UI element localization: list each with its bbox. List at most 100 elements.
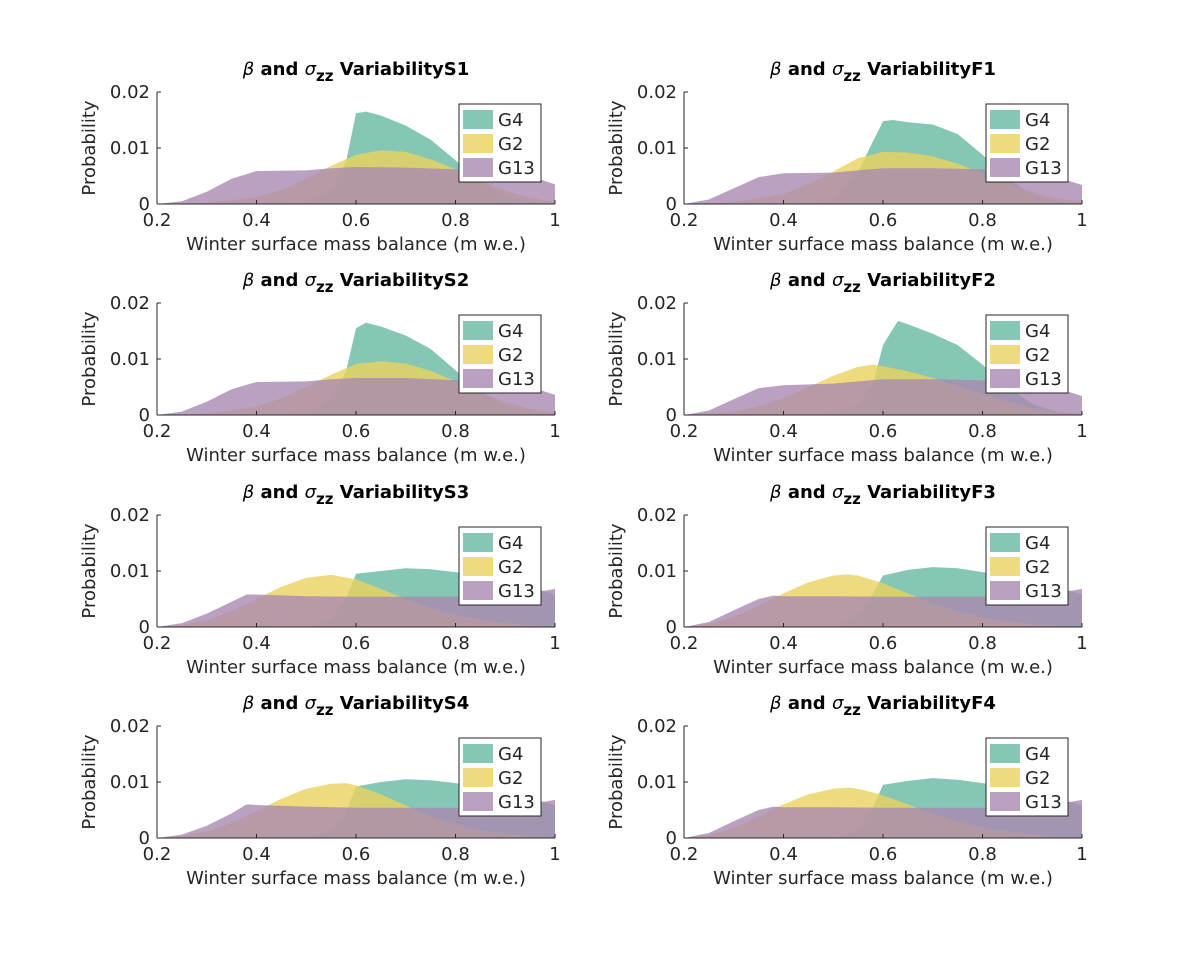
x-tick-label: 0.8 [441,844,470,865]
legend-label-g13: G13 [1025,581,1062,602]
legend: G4 G2 G13 [985,526,1069,606]
y-tick-label: 0.02 [637,82,677,103]
legend-swatch-g13 [990,369,1020,388]
legend-label-g4: G4 [1025,744,1050,765]
legend-label-g13: G13 [1025,158,1062,179]
y-tick-label: 0 [666,405,677,426]
legend-swatch-g13 [990,158,1020,177]
x-tick-label: 1 [549,421,560,442]
x-tick-label: 0.8 [968,844,997,865]
y-tick-label: 0.02 [637,293,677,314]
series-area-g13 [157,588,555,627]
y-axis-label: Probability [79,523,100,618]
legend-swatch-g4 [990,110,1020,129]
y-tick-label: 0 [666,617,677,638]
x-tick-label: 0.6 [869,844,898,865]
x-axis-label: Winter surface mass balance (m w.e.) [713,657,1053,678]
subplot-5: 0.2 0.4 0.6 0.8 1 0 0.01 0.02 Winter surface mas… [79,482,561,678]
subplot-2: 0.2 0.4 0.6 0.8 1 0 0.01 0.02 Winter surface mas… [606,59,1088,255]
x-tick-label: 0.4 [242,210,271,231]
x-tick-label: 0.4 [242,633,271,654]
x-tick-label: 0.4 [242,421,271,442]
y-tick-label: 0 [666,194,677,215]
y-tick-label: 0.02 [110,293,150,314]
x-tick-label: 0.6 [869,210,898,231]
y-tick-label: 0.01 [110,561,150,582]
legend-swatch-g2 [463,134,493,153]
legend: G4 G2 G13 [458,314,542,394]
legend-label-g13: G13 [498,158,535,179]
x-axis-label: Winter surface mass balance (m w.e.) [186,234,526,255]
x-tick-label: 0.2 [670,844,699,865]
legend-label-g4: G4 [1025,533,1050,554]
legend-swatch-g4 [990,533,1020,552]
legend-label-g4: G4 [498,533,523,554]
legend-swatch-g13 [463,158,493,177]
x-tick-label: 0.2 [670,633,699,654]
series-area-g13 [157,378,555,415]
x-tick-label: 0.8 [968,210,997,231]
x-tick-label: 1 [1076,421,1087,442]
legend-swatch-g4 [463,321,493,340]
y-axis-label: Probability [606,734,627,829]
legend-swatch-g2 [990,557,1020,576]
y-axis-label: Probability [606,311,627,406]
y-tick-label: 0 [139,828,150,849]
x-tick-label: 0.4 [242,844,271,865]
legend-swatch-g2 [463,557,493,576]
x-tick-label: 0.4 [769,421,798,442]
x-axis-label: Winter surface mass balance (m w.e.) [713,234,1053,255]
legend-swatch-g13 [990,792,1020,811]
x-tick-label: 1 [549,633,560,654]
y-tick-label: 0.01 [637,772,677,793]
series-area-g13 [684,799,1082,838]
y-tick-label: 0 [139,405,150,426]
y-tick-label: 0.01 [110,349,150,370]
x-tick-label: 0.2 [143,633,172,654]
legend-label-g13: G13 [498,792,535,813]
series-area-g13 [684,588,1082,627]
series-areas [157,568,555,627]
subplot-3: 0.2 0.4 0.6 0.8 1 0 0.01 0.02 Winter surface mas… [79,270,561,466]
y-axis-label: Probability [606,100,627,195]
y-tick-label: 0 [139,194,150,215]
x-tick-label: 0.2 [143,421,172,442]
x-axis-label: Winter surface mass balance (m w.e.) [186,868,526,889]
x-axis-label: Winter surface mass balance (m w.e.) [186,445,526,466]
legend-swatch-g13 [463,581,493,600]
legend-label-g4: G4 [1025,321,1050,342]
legend-label-g4: G4 [498,744,523,765]
legend-label-g2: G2 [498,768,523,789]
series-areas [684,567,1082,627]
series-area-g13 [684,168,1082,204]
legend-label-g2: G2 [1025,134,1050,155]
x-tick-label: 0.8 [441,633,470,654]
legend-label-g2: G2 [1025,768,1050,789]
chart-title: β and σzz VariabilityS4 [242,693,470,719]
y-tick-label: 0.01 [637,349,677,370]
series-areas [684,120,1082,204]
legend: G4 G2 G13 [458,526,542,606]
x-tick-label: 0.4 [769,844,798,865]
y-axis-label: Probability [79,734,100,829]
x-tick-label: 0.4 [769,210,798,231]
x-tick-label: 0.8 [968,633,997,654]
x-tick-label: 0.8 [441,421,470,442]
chart-title: β and σzz VariabilityF1 [769,59,996,85]
x-axis-label: Winter surface mass balance (m w.e.) [713,445,1053,466]
series-areas [684,320,1082,415]
y-tick-label: 0.02 [110,82,150,103]
y-tick-label: 0.01 [110,772,150,793]
chart-title: β and σzz VariabilityF4 [769,693,996,719]
x-axis-label: Winter surface mass balance (m w.e.) [713,868,1053,889]
chart-title: β and σzz VariabilityF2 [769,270,996,296]
legend: G4 G2 G13 [985,314,1069,394]
x-tick-label: 0.2 [670,210,699,231]
legend-swatch-g4 [463,533,493,552]
x-tick-label: 0.2 [670,421,699,442]
legend-label-g2: G2 [1025,345,1050,366]
series-areas [157,322,555,415]
legend-swatch-g2 [990,768,1020,787]
x-tick-label: 1 [1076,844,1087,865]
